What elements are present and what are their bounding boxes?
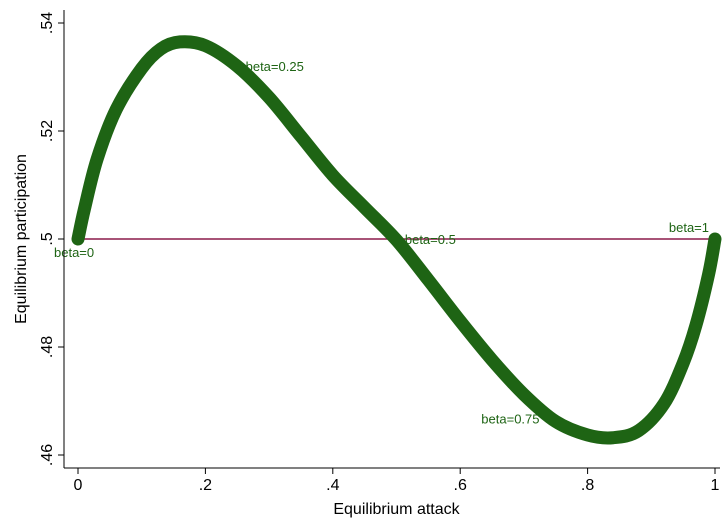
series-point: [703, 268, 715, 280]
series-point: [78, 203, 90, 215]
series-point: [422, 274, 434, 286]
point-annotation: beta=0.5: [405, 232, 456, 247]
series-point: [486, 354, 498, 366]
series-point: [263, 92, 275, 104]
series-point: [136, 62, 148, 74]
series-point: [454, 315, 466, 327]
series-point: [658, 398, 670, 410]
x-axis-title: Equilibrium attack: [333, 501, 460, 518]
series-point: [155, 43, 167, 55]
y-tick-label: .48: [39, 336, 56, 358]
series-point: [582, 429, 594, 441]
series-point: [550, 416, 562, 428]
x-axis-ticks: 0 .2 .4 .6 .8 1: [74, 468, 720, 494]
series-point: [174, 36, 186, 48]
series-point: [91, 153, 103, 165]
y-tick-label: .46: [39, 444, 56, 466]
y-tick-label: .5: [39, 232, 56, 245]
series-point: [199, 40, 211, 52]
x-tick-label: 1: [711, 477, 720, 494]
x-tick-label: .6: [454, 477, 467, 494]
series-point: [690, 319, 702, 331]
series-point: [518, 389, 530, 401]
point-annotation: beta=1: [669, 220, 709, 235]
series-point: [677, 357, 689, 369]
series-point: [359, 202, 371, 214]
point-annotation: beta=0.25: [246, 59, 304, 74]
series-point: [295, 130, 307, 142]
series-point: [709, 233, 721, 245]
x-tick-label: 0: [74, 477, 83, 494]
y-axis-title: Equilibrium participation: [13, 154, 30, 324]
y-tick-label: .54: [39, 12, 56, 34]
series-point: [231, 60, 243, 72]
series-point: [633, 425, 645, 437]
series-curve: [71, 35, 722, 445]
series-point: [327, 169, 339, 181]
point-annotation: beta=0: [54, 245, 94, 260]
y-tick-label: .52: [39, 120, 56, 142]
x-tick-label: .4: [326, 477, 339, 494]
series-point: [607, 432, 619, 444]
point-annotation: beta=0.75: [481, 411, 539, 426]
series-point: [110, 103, 122, 115]
y-axis-ticks: .46 .48 .5 .52 .54: [39, 12, 64, 466]
x-tick-label: .8: [581, 477, 594, 494]
series-point: [72, 233, 84, 245]
x-tick-label: .2: [199, 477, 212, 494]
series-point: [391, 234, 402, 246]
